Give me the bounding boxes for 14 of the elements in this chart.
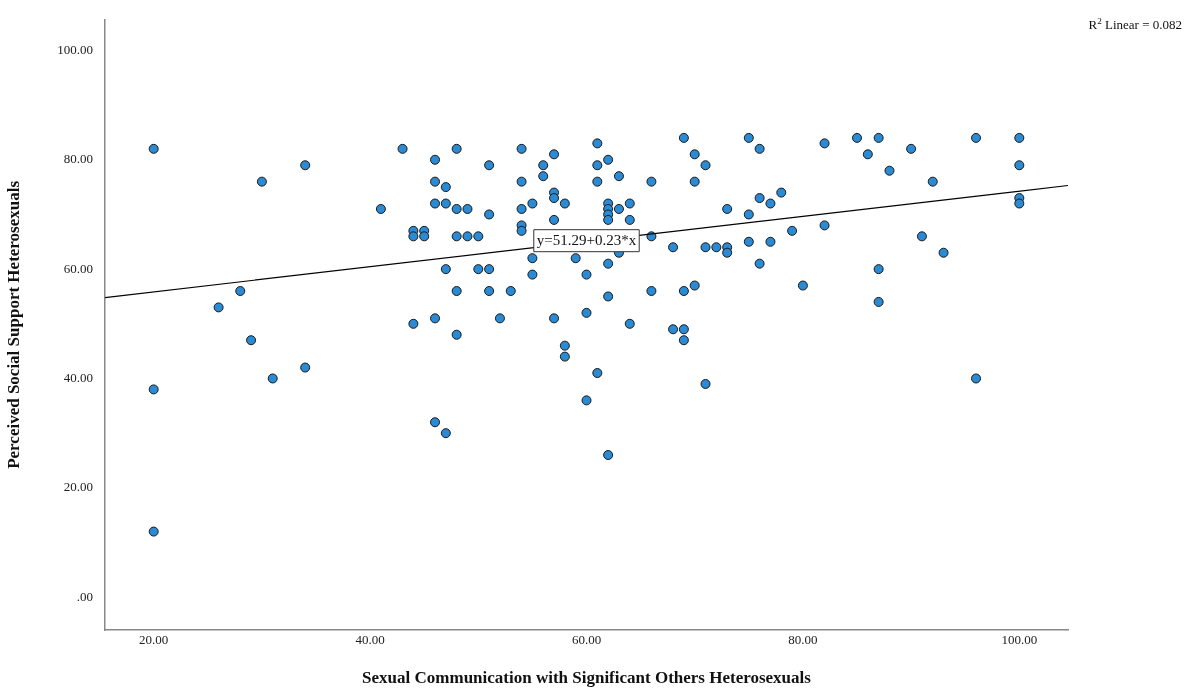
y-tick-label: 40.00 (63, 369, 93, 385)
x-tick-label: 80.00 (788, 632, 818, 648)
y-tick-label: 20.00 (63, 479, 93, 495)
x-tick-label: 20.00 (139, 632, 169, 648)
annotation: y=51.29+0.23*x (536, 231, 637, 248)
y-tick-label: 60.00 (63, 260, 93, 276)
x-tick-label: 60.00 (571, 632, 602, 648)
x-tick-label: 40.00 (355, 632, 385, 648)
x-tick-label: 100.00 (1001, 632, 1038, 648)
x-axis-title: Sexual Communication with Significant Others Heterosexuals (362, 668, 812, 688)
y-tick-label: .00 (76, 588, 93, 604)
y-tick-label: 80.00 (63, 151, 93, 167)
y-tick-label: 100.00 (57, 41, 93, 57)
y-axis-title: Perceived Social Support Heterosexuals (3, 180, 23, 469)
